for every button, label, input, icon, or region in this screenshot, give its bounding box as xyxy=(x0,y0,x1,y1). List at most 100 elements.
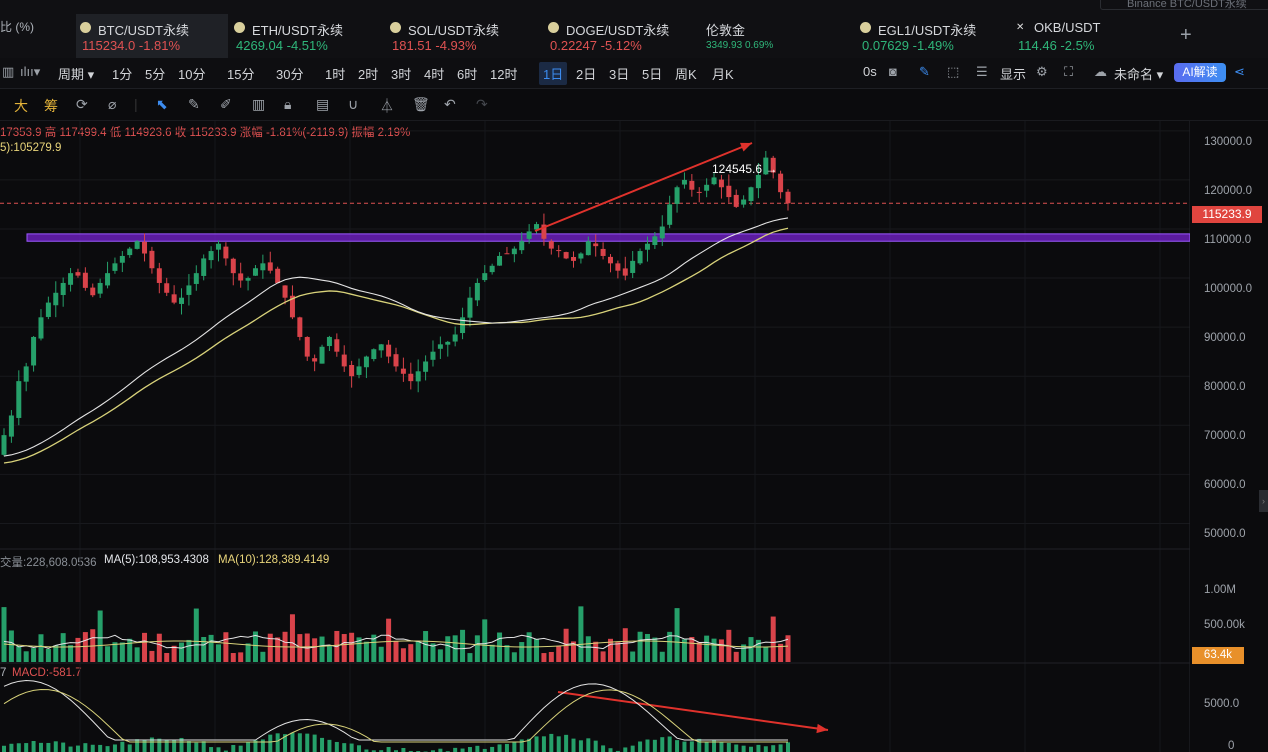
ticker-6[interactable]: ✕ OKB/USDT 114.46 -2.5% xyxy=(1012,14,1162,58)
macd-bar xyxy=(16,743,21,752)
ticker-2[interactable]: SOL/USDT永续 181.51 -4.93% xyxy=(386,14,536,58)
trash-icon[interactable]: 🗑︎ xyxy=(412,96,430,112)
candle-body xyxy=(652,236,658,246)
big-order-button[interactable]: 大 xyxy=(14,98,28,114)
candle-body xyxy=(534,224,540,230)
brush-icon[interactable]: ✐ xyxy=(220,96,232,112)
candle-style-icon[interactable]: ılıı▾ xyxy=(20,64,41,79)
macd-dif-line xyxy=(3,680,788,741)
magnet-icon[interactable]: ∪ xyxy=(348,96,359,112)
select-icon[interactable]: ⬚ xyxy=(947,64,960,79)
volume-bar xyxy=(68,645,74,662)
candle-body xyxy=(548,241,554,249)
candle-body xyxy=(541,224,547,239)
candle-body xyxy=(334,339,340,352)
share-icon[interactable]: ⋖ xyxy=(1234,64,1245,79)
display-button[interactable]: 显示 xyxy=(1000,67,1027,82)
candle-body xyxy=(681,179,687,185)
add-ticker-button[interactable]: + xyxy=(1180,24,1192,46)
period-dropdown[interactable]: 周期 ▾ xyxy=(58,67,95,82)
note-icon[interactable]: ▤ xyxy=(316,96,330,112)
chips-button[interactable]: 筹 xyxy=(44,98,58,114)
clear-drawing-icon[interactable]: ⌀ xyxy=(108,96,117,112)
macd-bar xyxy=(149,737,154,752)
timeframe-2[interactable]: 10分 xyxy=(178,67,206,82)
macd-bar xyxy=(697,738,702,752)
candle-tool-icon[interactable]: ▥ xyxy=(252,96,266,112)
volume-bar xyxy=(119,642,125,662)
cloud-icon[interactable]: ☁ xyxy=(1094,64,1107,79)
timeframe-5[interactable]: 1时 xyxy=(325,67,346,82)
candle-body xyxy=(53,292,59,306)
candle-body xyxy=(289,295,295,318)
volume-bar xyxy=(504,645,510,662)
timeframe-6[interactable]: 2时 xyxy=(358,67,379,82)
macd-bar xyxy=(460,748,465,752)
undo-icon[interactable]: ↶ xyxy=(444,96,456,112)
ohlc-line: 17353.9 高 117499.4 低 114923.6 收 115233.9… xyxy=(0,127,411,139)
candle-body xyxy=(90,287,96,296)
macd-bar xyxy=(61,742,66,752)
candle-body xyxy=(31,336,37,366)
timeframe-16[interactable]: 月K xyxy=(712,67,734,82)
ticker-4[interactable]: 伦敦金 3349.93 0.69% xyxy=(700,14,850,58)
timeframe-7[interactable]: 3时 xyxy=(391,67,412,82)
volume-bar xyxy=(201,636,207,662)
refresh-interval[interactable]: 0s xyxy=(863,64,877,79)
macd-bar xyxy=(142,740,147,752)
timeframe-14[interactable]: 5日 xyxy=(642,67,663,82)
volume-bar xyxy=(415,640,421,662)
ticker-1[interactable]: ETH/USDT永续 4269.04 -4.51% xyxy=(230,14,380,58)
timeframe-12[interactable]: 2日 xyxy=(576,67,597,82)
volume-bar xyxy=(733,651,739,662)
ticker-0[interactable]: BTC/USDT永续 115234.0 -1.81% xyxy=(76,14,228,60)
macd-bar xyxy=(645,739,650,752)
macd-bar xyxy=(608,748,613,752)
volume-bar xyxy=(82,632,88,662)
candle-body xyxy=(68,273,74,285)
macd-bar xyxy=(497,744,502,752)
volume-bar xyxy=(1,607,7,662)
candle-body xyxy=(748,187,754,202)
volume-bar xyxy=(252,631,258,662)
lock-icon[interactable]: 🔒︎ xyxy=(284,96,292,112)
list-icon[interactable]: ☰ xyxy=(976,64,988,79)
macd-bar xyxy=(179,737,184,752)
ruler-icon[interactable]: ✎ xyxy=(188,96,200,112)
macd-bar xyxy=(504,743,509,752)
candle-body xyxy=(97,282,103,294)
timeframe-10[interactable]: 12时 xyxy=(490,67,518,82)
timeframe-13[interactable]: 3日 xyxy=(609,67,630,82)
chart-type-icon[interactable]: ▥ xyxy=(2,64,15,79)
pencil-icon[interactable]: ✎ xyxy=(919,64,930,79)
redo-icon[interactable]: ↷ xyxy=(476,96,488,112)
candle-body xyxy=(755,174,761,189)
ai-analysis-button[interactable]: AI解读 xyxy=(1174,63,1226,82)
search-input[interactable]: Binance BTC/USDT永续 xyxy=(1100,0,1268,10)
layout-name-dropdown[interactable]: 未命名 ▾ xyxy=(1114,67,1164,82)
volume-bar xyxy=(755,639,761,662)
ticker-price: 0.07629 -1.49% xyxy=(862,38,954,53)
cycle-icon[interactable]: ⟳ xyxy=(76,96,88,112)
price-chart[interactable]: 124545.6 → xyxy=(0,0,1190,752)
timeframe-15[interactable]: 周K xyxy=(675,67,697,82)
macd-bar xyxy=(253,740,258,752)
timeframe-4[interactable]: 30分 xyxy=(276,67,304,82)
timeframe-9[interactable]: 6时 xyxy=(457,67,478,82)
timeframe-8[interactable]: 4时 xyxy=(424,67,445,82)
candle-body xyxy=(356,366,362,375)
gear-icon[interactable]: ⚙ xyxy=(1036,64,1048,79)
timeframe-11[interactable]: 1日 xyxy=(539,62,568,85)
fullscreen-icon[interactable]: ⛶ xyxy=(1064,64,1074,79)
axis-expand-handle[interactable]: › xyxy=(1259,490,1268,512)
timeframe-3[interactable]: 15分 xyxy=(227,67,255,82)
cursor-icon[interactable]: ⬉ xyxy=(156,96,168,112)
camera-icon[interactable]: ◙ xyxy=(889,64,897,79)
ticker-3[interactable]: DOGE/USDT永续 0.22247 -5.12% xyxy=(544,14,694,58)
timeframe-1[interactable]: 5分 xyxy=(145,67,166,82)
ticker-5[interactable]: EGL1/USDT永续 0.07629 -1.49% xyxy=(856,14,1006,58)
vol-axis-1m: 1.00M xyxy=(1204,584,1236,596)
timeframe-0[interactable]: 1分 xyxy=(112,67,133,82)
filter-icon[interactable]: ⏃ xyxy=(380,98,394,114)
volume-bar xyxy=(637,631,643,662)
